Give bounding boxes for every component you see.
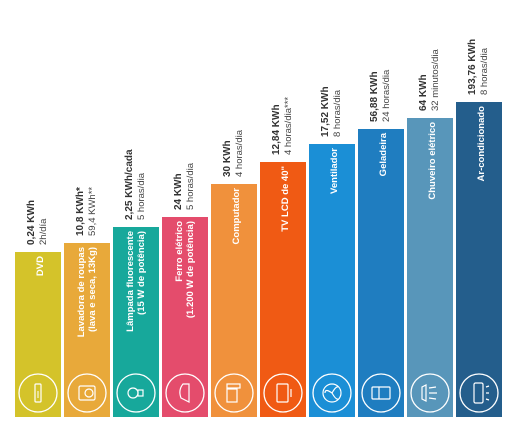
bar-group: Lavadora de roupas(lava e seca, 13Kg)10,… (64, 187, 110, 417)
category-label: Ventilador (329, 148, 340, 194)
category-label-line: Geladeira (378, 132, 389, 176)
category-label: Ar-condicionado (476, 106, 487, 182)
bar (456, 102, 502, 417)
usage-label: 5 horas/dia (136, 172, 147, 220)
usage-label: 5 horas/dia (185, 162, 196, 210)
category-label: Geladeira (378, 132, 389, 176)
bar (309, 144, 355, 417)
bar-group: Lâmpada fluorescente(15 W de potência)2,… (113, 149, 159, 417)
category-label: Lavadora de roupas(lava e seca, 13Kg) (76, 247, 98, 337)
value-label: 12,84 KWh (271, 104, 282, 155)
computer-icon (226, 383, 241, 403)
category-label-line: (1.200 W de potência) (185, 221, 196, 318)
bar-group: Computador 30 KWh 4 horas/dia (211, 129, 257, 417)
value-label: 10,8 KWh* (75, 187, 86, 236)
shower-icon (421, 384, 437, 402)
value-label: 24 KWh (173, 173, 184, 210)
bar (211, 184, 257, 417)
dvd-player-icon (34, 383, 42, 403)
category-label-line: Lâmpada fluorescente (125, 231, 136, 332)
bar-group: TV LCD de 40" 12,84 KWh 4 horas/dia*** (260, 97, 306, 417)
category-label: Ferro elétrico(1.200 W de potência) (174, 221, 196, 318)
icon-circle (116, 373, 156, 413)
light-bulb-icon (127, 387, 144, 399)
usage-label: 8 horas/dia (479, 47, 490, 95)
usage-label: 24 horas/dia (381, 69, 392, 122)
category-label-line: Ventilador (329, 148, 340, 194)
usage-label: 4 horas/dia (234, 129, 245, 177)
bar-group: Geladeira 56,88 KWh 24 horas/dia (358, 69, 404, 417)
bar (113, 227, 159, 417)
category-label-line: Ar-condicionado (476, 106, 487, 182)
value-label: 17,52 KWh (320, 86, 331, 137)
value-label: 56,88 KWh (369, 71, 380, 122)
icon-circle (263, 373, 303, 413)
fan-icon (322, 383, 342, 403)
iron-icon (179, 383, 190, 403)
value-label: 193,76 KWh (467, 39, 478, 95)
bar-group: Ferro elétrico(1.200 W de potência)24 KW… (162, 162, 208, 417)
category-label: TV LCD de 40" (280, 166, 291, 232)
usage-label: 4 horas/dia*** (283, 97, 294, 155)
value-label: 64 KWh (418, 74, 429, 111)
bar (15, 252, 61, 417)
category-label: Computador (231, 188, 242, 245)
value-label: 2,25 KWh/cada (124, 149, 135, 220)
usage-label: 32 minutos/dia (430, 48, 441, 111)
icon-circle (410, 373, 450, 413)
icon-circle (312, 373, 352, 413)
icon-circle (459, 373, 499, 413)
category-label-line: Lavadora de roupas (76, 247, 87, 337)
value-label: 0,24 KWh (26, 200, 37, 245)
usage-label: 2h/día (38, 218, 49, 245)
bar (64, 243, 110, 417)
icon-circle (165, 373, 205, 413)
bar-group: DVD 0,24 KWh 2h/día (15, 200, 61, 417)
value-label: 30 KWh (222, 140, 233, 177)
bars-layer: DVD 0,24 KWh 2h/día Lavadora de roupas(lava… (15, 39, 502, 417)
category-label-line: DVD (35, 256, 46, 276)
usage-label: 8 horas/dia (332, 89, 343, 137)
bar (407, 118, 453, 417)
air-conditioner-icon (473, 382, 490, 404)
category-label-line: Computador (231, 188, 242, 245)
icon-circle (67, 373, 107, 413)
washing-machine-icon (78, 385, 96, 401)
bar-group: Ar-condicionado 193,76 KWh 8 horas/dia (456, 39, 502, 417)
category-label-line: Chuveiro elétrico (427, 122, 438, 200)
category-label-line: TV LCD de 40" (280, 166, 291, 232)
category-label-line: (15 W de potência) (136, 231, 147, 315)
refrigerator-icon (371, 386, 391, 400)
bar-group: Chuveiro elétrico 64 KWh 32 minutos/dia (407, 48, 453, 417)
usage-label: 59,4 KWh** (87, 187, 98, 236)
category-label-line: (lava e seca, 13Kg) (87, 247, 98, 332)
icon-circle (361, 373, 401, 413)
category-label: Lâmpada fluorescente(15 W de potência) (125, 231, 147, 332)
bar (358, 129, 404, 417)
bar-group: Ventilador 17,52 KWh 8 horas/dia (309, 86, 355, 417)
tv-icon (276, 383, 292, 403)
icon-circle (18, 373, 58, 413)
category-label-line: Ferro elétrico (174, 221, 185, 282)
category-label: Chuveiro elétrico (427, 122, 438, 200)
icon-circle (214, 373, 254, 413)
category-label: DVD (35, 256, 46, 276)
